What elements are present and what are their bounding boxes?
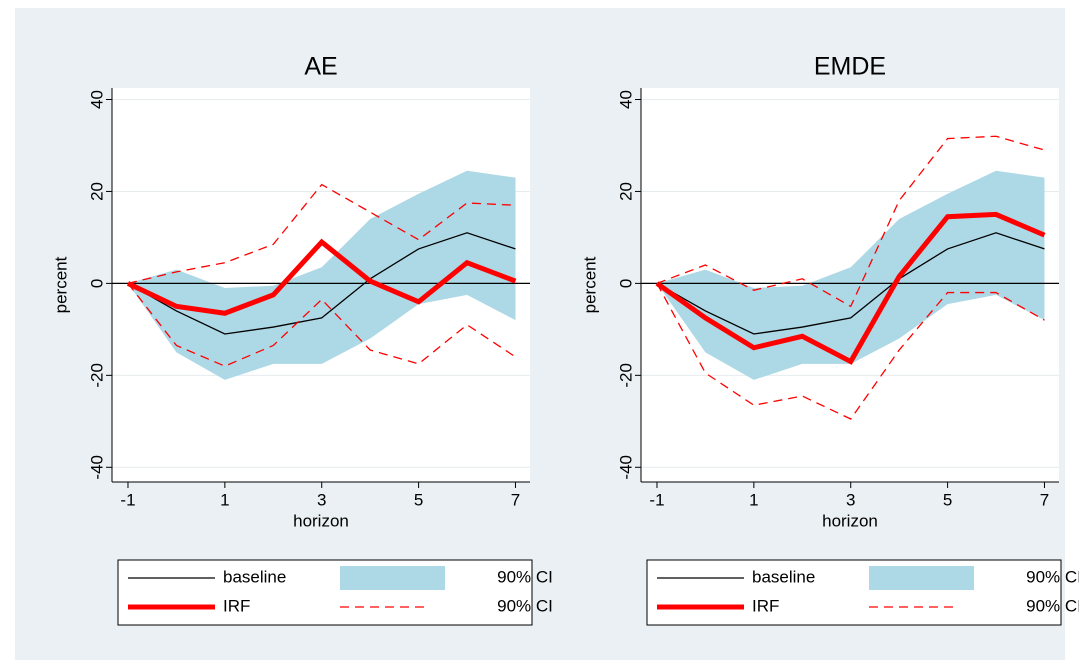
- y-tick-label: 40: [87, 90, 106, 109]
- legend-label: baseline: [223, 567, 286, 586]
- x-tick-label: 3: [846, 490, 855, 509]
- y-tick-label: 0: [87, 279, 106, 288]
- ci-band: [127, 170, 516, 380]
- x-tick-label: 7: [511, 490, 520, 509]
- x-axis-label: horizon: [822, 511, 878, 530]
- x-tick-label: 1: [220, 490, 229, 509]
- series-line: [656, 232, 1045, 335]
- y-tick-label: 40: [616, 90, 635, 109]
- ci-band: [656, 170, 1045, 380]
- legend-box: [646, 559, 1062, 626]
- x-axis-label: horizon: [293, 511, 349, 530]
- legend-label: 90% CI: [1026, 567, 1079, 586]
- y-tick-label: -40: [87, 455, 106, 480]
- x-tick-label: 1: [749, 490, 758, 509]
- legend-label: 90% CI: [497, 596, 553, 615]
- y-axis-label: percent: [51, 256, 70, 313]
- y-tick-label: -20: [87, 363, 106, 388]
- legend-swatch: [869, 566, 974, 590]
- y-tick-label: 0: [616, 279, 635, 288]
- x-tick-label: 5: [414, 490, 423, 509]
- series-line: [127, 183, 516, 285]
- x-tick-label: 3: [317, 490, 326, 509]
- series-line: [656, 135, 1045, 308]
- series-line: [655, 211, 1046, 365]
- chart-title: AE: [304, 53, 337, 81]
- legend-swatch: [340, 566, 445, 590]
- series-line: [126, 238, 517, 316]
- x-tick-label: -1: [120, 490, 135, 509]
- legend-box: [117, 559, 533, 626]
- y-tick-label: -20: [616, 363, 635, 388]
- legend-label: IRF: [223, 596, 250, 615]
- series-line: [656, 283, 1045, 420]
- chart-title: EMDE: [814, 53, 886, 81]
- y-tick-label: -40: [616, 455, 635, 480]
- y-axis-label: percent: [580, 256, 599, 313]
- legend-label: IRF: [752, 596, 779, 615]
- series-line: [127, 232, 516, 335]
- legend-label: baseline: [752, 567, 815, 586]
- x-tick-label: 5: [943, 490, 952, 509]
- series-line: [127, 282, 516, 367]
- y-tick-label: 20: [87, 182, 106, 201]
- x-tick-label: -1: [649, 490, 664, 509]
- x-tick-label: 7: [1040, 490, 1049, 509]
- legend-label: 90% CI: [1026, 596, 1079, 615]
- legend-label: 90% CI: [497, 567, 553, 586]
- y-tick-label: 20: [616, 182, 635, 201]
